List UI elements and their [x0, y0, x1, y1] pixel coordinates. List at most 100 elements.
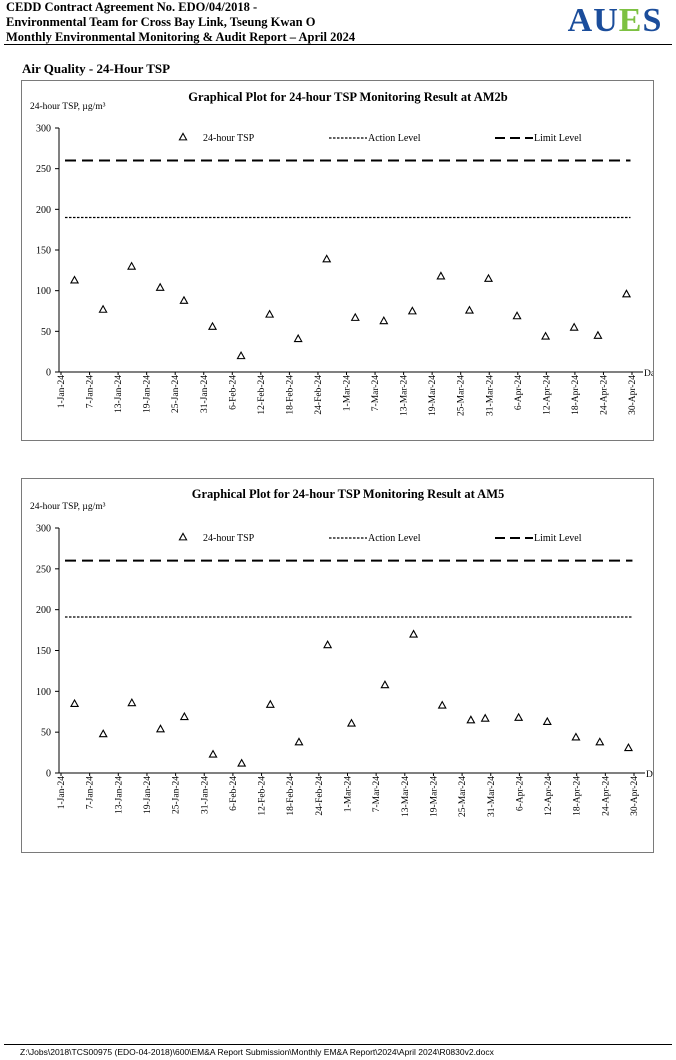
report-header: CEDD Contract Agreement No. EDO/04/2018 … [6, 0, 526, 45]
y-tick-label: 250 [36, 564, 51, 575]
x-tick-label: 1-Jan-24 [57, 375, 67, 408]
footer-file-path: Z:\Jobs\2018\TCS00975 (EDO-04-2018)\600\… [20, 1047, 494, 1057]
x-tick-label: 18-Feb-24 [285, 375, 295, 415]
data-point [155, 724, 166, 733]
data-point [294, 737, 304, 746]
data-point [69, 275, 80, 284]
x-tick-label: 13-Mar-24 [401, 776, 411, 817]
x-tick-label: 31-Mar-24 [485, 375, 495, 416]
data-point [541, 331, 551, 340]
chart-title: Graphical Plot for 24-hour TSP Monitorin… [192, 487, 505, 501]
x-tick-label: 31-Jan-24 [200, 776, 210, 814]
data-point [466, 715, 476, 724]
data-point [70, 698, 80, 708]
data-point [98, 729, 108, 738]
data-point [179, 295, 189, 304]
header-divider [4, 44, 672, 45]
x-tick-label: 19-Mar-24 [429, 776, 439, 817]
chart-am5: Graphical Plot for 24-hour TSP Monitorin… [21, 478, 654, 853]
y-axis-label: 24-hour TSP, µg/m³ [30, 102, 106, 112]
y-tick-label: 100 [36, 286, 51, 297]
logo-letter: S [642, 2, 662, 36]
legend-marker-tsp [178, 532, 188, 541]
legend-label-action: Action Level [368, 133, 421, 144]
y-tick-label: 150 [36, 246, 51, 257]
data-point [436, 271, 446, 280]
y-tick-label: 200 [36, 205, 51, 216]
y-tick-label: 50 [41, 327, 51, 338]
data-point [514, 712, 524, 721]
data-point [623, 742, 633, 752]
x-tick-label: 13-Mar-24 [400, 375, 410, 416]
data-point [480, 713, 490, 722]
legend-label-tsp: 24-hour TSP [203, 533, 255, 544]
x-tick-label: 6-Apr-24 [514, 375, 524, 410]
data-point [322, 254, 332, 263]
data-point [483, 273, 494, 282]
x-tick-label: 13-Jan-24 [114, 375, 124, 413]
y-tick-label: 300 [36, 124, 51, 135]
x-tick-label: 31-Mar-24 [487, 776, 497, 817]
x-tick-label: 25-Mar-24 [458, 776, 468, 817]
y-tick-label: 100 [36, 687, 51, 698]
data-point [237, 758, 247, 767]
x-tick-label: 12-Feb-24 [257, 375, 267, 415]
y-axis-label: 24-hour TSP, µg/m³ [30, 502, 106, 512]
x-tick-label: 24-Apr-24 [599, 375, 609, 415]
legend-label-action: Action Level [368, 533, 421, 544]
data-point [437, 700, 447, 709]
data-point [407, 306, 417, 315]
x-tick-label: 19-Mar-24 [428, 375, 438, 416]
data-point [207, 321, 218, 330]
x-tick-label: 6-Feb-24 [228, 375, 238, 410]
x-tick-label: 7-Jan-24 [86, 375, 96, 408]
data-point [127, 261, 137, 270]
data-point [179, 711, 189, 721]
x-tick-label: 25-Jan-24 [172, 776, 182, 814]
data-point [512, 311, 522, 320]
x-tick-label: 30-Apr-24 [628, 375, 638, 415]
x-tick-label: 25-Mar-24 [457, 375, 467, 416]
x-tick-label: 12-Apr-24 [542, 375, 552, 415]
x-tick-label: 7-Jan-24 [86, 776, 96, 809]
y-tick-label: 150 [36, 646, 51, 657]
x-tick-label: 31-Jan-24 [200, 375, 210, 413]
x-tick-label: 19-Jan-24 [143, 776, 153, 814]
x-tick-label: 12-Feb-24 [258, 776, 268, 816]
x-tick-label: 7-Mar-24 [371, 375, 381, 411]
y-tick-label: 200 [36, 605, 51, 616]
x-tick-label: 1-Mar-24 [343, 375, 353, 411]
x-tick-label: 25-Jan-24 [171, 375, 181, 413]
x-tick-label: 18-Feb-24 [286, 776, 296, 816]
data-point [323, 640, 333, 649]
data-point [236, 351, 246, 360]
logo-letter: U [593, 2, 619, 36]
y-tick-label: 0 [46, 769, 51, 780]
y-tick-label: 0 [46, 368, 51, 379]
legend-marker-tsp [178, 132, 188, 141]
data-point [593, 330, 603, 339]
data-point [621, 289, 632, 298]
logo-letter: E [619, 2, 643, 36]
data-point [595, 737, 605, 746]
aues-logo: AUES [568, 2, 662, 36]
x-tick-label: 24-Apr-24 [601, 776, 611, 816]
y-tick-label: 300 [36, 524, 51, 535]
data-point [265, 699, 275, 708]
legend-label-limit: Limit Level [534, 133, 582, 144]
data-point [409, 629, 419, 638]
x-tick-label: 18-Apr-24 [573, 776, 583, 816]
footer-divider [4, 1044, 672, 1045]
logo-letter: A [568, 2, 594, 36]
data-point [380, 680, 390, 689]
data-point [346, 718, 357, 727]
data-point [98, 304, 108, 313]
header-contract-line: CEDD Contract Agreement No. EDO/04/2018 … [6, 0, 258, 14]
x-tick-label: 1-Jan-24 [57, 776, 67, 809]
data-point [464, 305, 474, 314]
data-point [350, 312, 360, 321]
chart-am2b: Graphical Plot for 24-hour TSP Monitorin… [21, 80, 654, 441]
chart-title: Graphical Plot for 24-hour TSP Monitorin… [188, 90, 508, 104]
data-point [571, 732, 581, 741]
x-tick-label: 13-Jan-24 [114, 776, 124, 814]
